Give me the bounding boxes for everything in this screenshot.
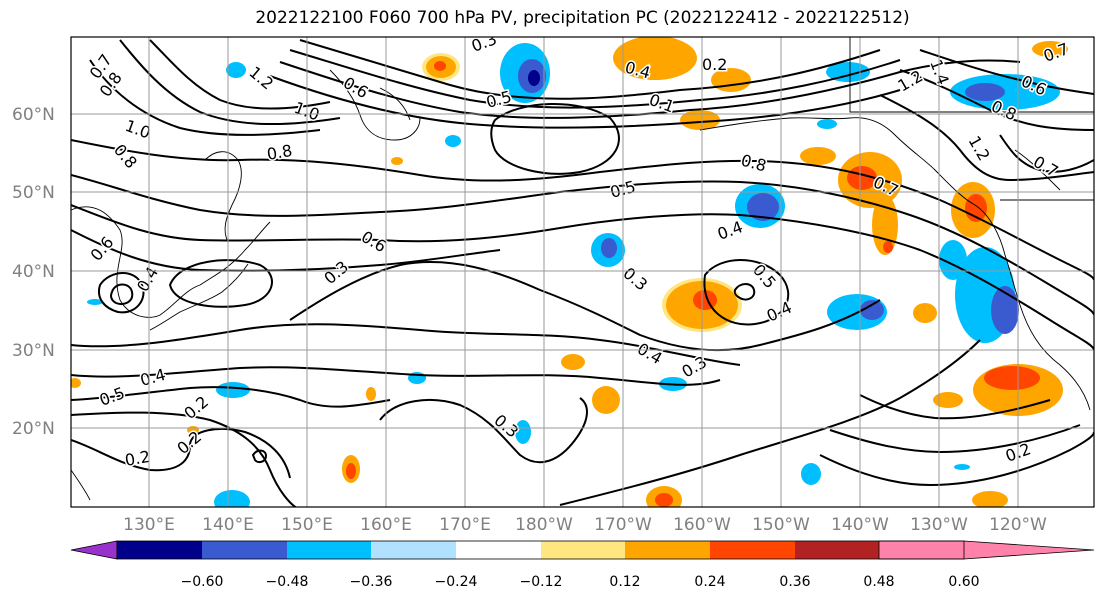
lon-label: 140°E <box>202 515 254 535</box>
colorbar-segment <box>371 541 456 559</box>
colorbar-segment <box>541 541 625 559</box>
lon-label: 140°W <box>831 515 889 535</box>
pv-contours <box>71 39 1094 507</box>
colorbar-tick-label: 0.24 <box>694 574 725 590</box>
lon-label: 150°W <box>752 515 810 535</box>
lat-label: 60°N <box>12 105 55 125</box>
colorbar-tick-label: −0.12 <box>520 574 563 590</box>
contour-label: 0.2 <box>702 55 727 74</box>
lon-label: 130°E <box>123 515 175 535</box>
precip-negative-area <box>826 62 870 82</box>
colorbar-arrow-right <box>878 540 1095 560</box>
graticule <box>71 37 1094 507</box>
lon-label: 160°W <box>673 515 731 535</box>
colorbar: −0.60 −0.48 −0.36 −0.24 −0.12 0.12 0.24 … <box>70 540 1095 590</box>
lat-label: 20°N <box>12 419 55 439</box>
colorbar-tick-label: 0.48 <box>863 574 894 590</box>
longitude-labels: 130°E 140°E 150°E 160°E 170°E 180°W 170°… <box>123 515 1047 535</box>
map-frame <box>70 36 1095 508</box>
colorbar-segment <box>795 541 879 559</box>
coastlines <box>71 37 1094 501</box>
lat-label: 40°N <box>12 262 55 282</box>
lon-label: 170°E <box>439 515 491 535</box>
lon-label: 170°W <box>594 515 652 535</box>
lon-label: 130°W <box>910 515 968 535</box>
colorbar-tick-label: 0.12 <box>609 574 640 590</box>
lon-label: 180°W <box>515 515 573 535</box>
lon-label: 120°W <box>989 515 1047 535</box>
colorbar-arrow-left <box>70 540 118 560</box>
lat-label: 30°N <box>12 341 55 361</box>
colorbar-tick-label: −0.48 <box>266 574 309 590</box>
map-title: 2022122100 F060 700 hPa PV, precipitatio… <box>255 8 910 28</box>
contour-label: 0.2 <box>123 447 151 470</box>
lon-label: 160°E <box>360 515 412 535</box>
precip-negative-area <box>216 382 250 398</box>
colorbar-tick-label: −0.24 <box>435 574 478 590</box>
map-content: 0.3 0.4 0.2 0.7 0.8 1.2 1.0 0.5 0.1 0.6 … <box>71 37 1094 507</box>
colorbar-segment <box>456 541 541 559</box>
lat-label: 50°N <box>12 183 55 203</box>
precip-positive-area <box>613 37 697 80</box>
colorbar-tick-label: 0.36 <box>779 574 810 590</box>
precip-negative-area <box>214 490 250 507</box>
latitude-labels: 60°N 50°N 40°N 30°N 20°N <box>12 105 55 439</box>
colorbar-segment <box>287 541 371 559</box>
colorbar-segment <box>117 541 202 559</box>
colorbar-segment <box>625 541 710 559</box>
colorbar-segment <box>202 541 287 559</box>
colorbar-segment <box>710 541 795 559</box>
colorbar-tick-label: −0.60 <box>181 574 224 590</box>
colorbar-tick-label: −0.36 <box>350 574 393 590</box>
colorbar-tick-label: 0.60 <box>948 574 979 590</box>
precip-negative-area <box>226 62 246 78</box>
lon-label: 150°E <box>281 515 333 535</box>
